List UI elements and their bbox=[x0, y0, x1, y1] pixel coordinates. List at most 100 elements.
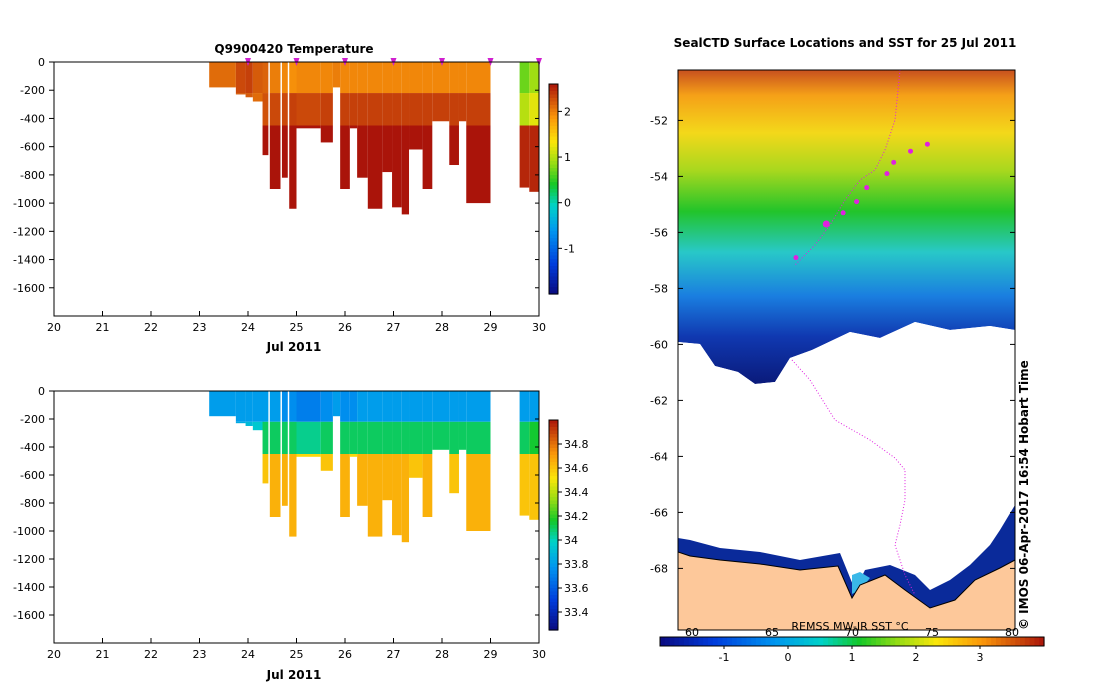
profile-cell-1-6-0 bbox=[281, 391, 288, 422]
map-title: SealCTD Surface Locations and SST for 25… bbox=[674, 36, 1017, 50]
sst-colorbar: -1 0 1 2 3 60 65 70 75 80 bbox=[659, 626, 1045, 664]
colorbar-segment bbox=[549, 528, 558, 533]
sst-fahrenheit-label: 60 bbox=[685, 626, 699, 639]
sst-colorbar-segment bbox=[684, 637, 690, 646]
colorbar-segment bbox=[549, 84, 558, 89]
seal-location bbox=[884, 171, 890, 177]
sst-colorbar-segment bbox=[996, 637, 1002, 646]
profile-cell-0-17-2 bbox=[401, 125, 410, 215]
sst-colorbar-segment bbox=[794, 637, 800, 646]
profile-cell-1-12-2 bbox=[349, 454, 358, 457]
colorbar-segment bbox=[549, 122, 558, 127]
sst-colorbar-segment bbox=[986, 637, 992, 646]
sst-colorbar-segment bbox=[952, 637, 959, 646]
sst-colorbar-segment bbox=[688, 637, 695, 646]
profile-cell-0-5-0 bbox=[269, 62, 281, 94]
sst-colorbar-segment bbox=[890, 637, 896, 646]
y-tick-label: -1600 bbox=[13, 609, 45, 622]
profile-cell-0-3-1 bbox=[252, 93, 264, 102]
salinity-panel: 0 -200 -400 -600 -800 -1000 -1200 -1400 -1600 20… bbox=[13, 385, 588, 682]
sst-colorbar-segment bbox=[933, 637, 939, 646]
colorbar-tick-label: 33.4 bbox=[564, 606, 589, 619]
colorbar-segment bbox=[549, 434, 558, 439]
sst-colorbar-segment bbox=[847, 637, 853, 646]
profile-cell-1-9-2 bbox=[320, 454, 333, 471]
temperature-title: Q9900420 Temperature bbox=[214, 42, 373, 56]
coastal-warm-patch bbox=[852, 572, 870, 594]
profile-cell-1-21-1 bbox=[442, 421, 450, 450]
colorbar-segment bbox=[549, 129, 558, 134]
colorbar-segment bbox=[549, 259, 558, 264]
colorbar-segment bbox=[549, 472, 558, 477]
profile-cell-1-25-2 bbox=[519, 454, 530, 516]
sst-colorbar-segment bbox=[943, 637, 949, 646]
profile-cell-0-16-1 bbox=[392, 93, 402, 126]
y-tick-label: -400 bbox=[20, 441, 45, 454]
colorbar-segment bbox=[549, 283, 558, 288]
profile-cell-0-1-1 bbox=[235, 93, 246, 95]
colorbar-segment bbox=[549, 248, 558, 253]
colorbar-segment bbox=[549, 448, 558, 453]
sst-colorbar-segment bbox=[948, 637, 954, 646]
profile-cell-0-4-0 bbox=[262, 62, 269, 94]
colorbar-segment bbox=[549, 94, 558, 99]
colorbar-segment bbox=[549, 276, 558, 281]
sst-colorbar-segment bbox=[674, 637, 680, 646]
lat-tick-label: -62 bbox=[650, 394, 668, 407]
profile-cell-0-26-2 bbox=[529, 125, 539, 192]
seal-location bbox=[908, 148, 914, 154]
y-tick-label: -400 bbox=[20, 112, 45, 125]
profile-cell-0-22-1 bbox=[449, 93, 459, 126]
profile-cell-0-3-0 bbox=[252, 62, 264, 94]
colorbar-segment bbox=[549, 500, 558, 505]
colorbar-segment bbox=[549, 598, 558, 603]
colorbar-segment bbox=[549, 280, 558, 285]
profile-cell-1-14-0 bbox=[367, 391, 383, 422]
profile-cell-0-25-1 bbox=[519, 93, 530, 126]
lat-tick-label: -60 bbox=[650, 338, 668, 351]
x-tick-label: 22 bbox=[144, 321, 158, 334]
lat-tick-label: -64 bbox=[650, 450, 668, 463]
salinity-x-axis: 20 21 22 23 24 25 26 27 28 29 30 bbox=[47, 638, 546, 661]
profile-cell-0-0-0 bbox=[209, 62, 236, 88]
profile-cell-0-6-2 bbox=[281, 125, 288, 178]
antarctic-land bbox=[678, 551, 1015, 630]
sst-colorbar-label: 0 bbox=[785, 651, 792, 664]
colorbar-segment bbox=[549, 287, 558, 292]
colorbar-segment bbox=[549, 511, 558, 516]
colorbar-segment bbox=[549, 87, 558, 92]
sst-colorbar-label: 2 bbox=[913, 651, 920, 664]
profile-cell-0-11-0 bbox=[340, 62, 350, 94]
sst-colorbar-segment bbox=[808, 637, 815, 646]
sst-colorbar-segment bbox=[780, 637, 786, 646]
y-tick-label: -800 bbox=[20, 169, 45, 182]
sst-colorbar-segment bbox=[799, 637, 805, 646]
sst-colorbar-segment bbox=[746, 637, 752, 646]
profile-cell-0-14-2 bbox=[367, 125, 383, 209]
sst-colorbar-segment bbox=[1034, 637, 1040, 646]
sst-colorbar-segment bbox=[880, 637, 887, 646]
profile-cell-1-3-0 bbox=[252, 391, 264, 422]
sst-colorbar-segment bbox=[866, 637, 872, 646]
colorbar-segment bbox=[549, 476, 558, 481]
profile-cell-1-26-1 bbox=[529, 421, 539, 454]
lat-tick-label: -54 bbox=[650, 170, 668, 183]
colorbar-segment bbox=[549, 136, 558, 141]
profile-cell-0-14-0 bbox=[367, 62, 383, 94]
colorbar-segment bbox=[549, 539, 558, 544]
sst-colorbar-segment bbox=[1039, 637, 1045, 646]
colorbar-segment bbox=[549, 126, 558, 131]
colorbar-segment bbox=[549, 234, 558, 239]
colorbar-segment bbox=[549, 430, 558, 435]
colorbar-segment bbox=[549, 588, 558, 593]
colorbar-segment bbox=[549, 290, 558, 295]
seal-location bbox=[793, 255, 799, 261]
lat-tick-label: -58 bbox=[650, 282, 668, 295]
colorbar-frame bbox=[548, 419, 559, 631]
sst-colorbar-segment bbox=[1005, 637, 1011, 646]
profile-cell-1-16-2 bbox=[392, 454, 402, 536]
colorbar-segment bbox=[549, 199, 558, 204]
x-tick-label: 23 bbox=[193, 648, 207, 661]
colorbar-tick-label: 33.6 bbox=[564, 582, 589, 595]
